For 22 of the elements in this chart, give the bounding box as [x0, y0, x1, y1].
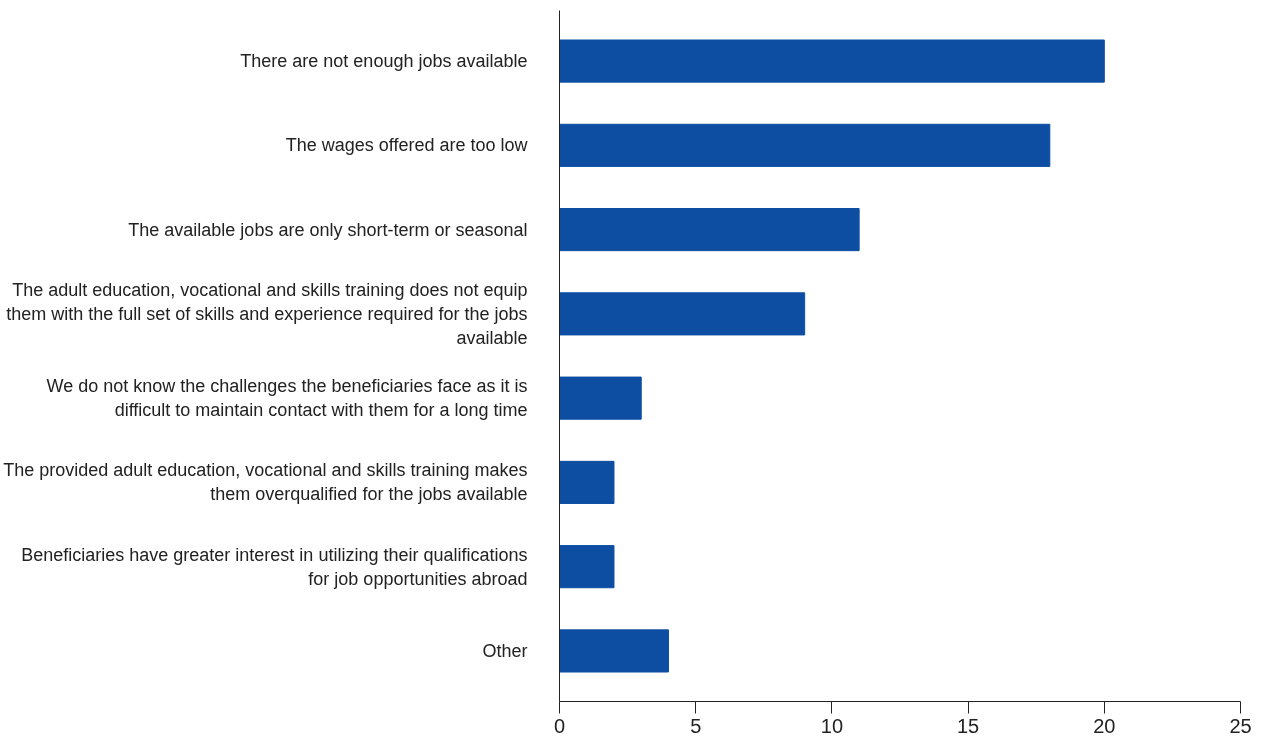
x-tick-label: 25 — [1229, 714, 1252, 737]
bar — [559, 629, 669, 673]
x-tick-label: 0 — [553, 714, 566, 737]
y-tick-label: The adult education, vocational and skills training does not equip them with the full set of skills and experience required for the jobs available — [6, 279, 528, 348]
bar — [559, 545, 615, 589]
bar — [559, 39, 1105, 83]
x-tick-label: 20 — [1093, 714, 1116, 737]
y-tick-label: We do not know the challenges the beneficiaries face as it is difficult to maintain contact with them for a long time — [46, 376, 528, 421]
x-tick-label: 15 — [956, 714, 980, 737]
bar — [559, 208, 860, 252]
x-tick-label: 5 — [690, 714, 702, 737]
x-tick-label: 10 — [820, 714, 844, 737]
y-tick-label: Other — [482, 640, 528, 661]
bar — [559, 460, 615, 504]
y-tick-label: The provided adult education, vocational and skills training makes them overqualified for the jobs available — [3, 460, 528, 505]
y-tick-label: There are not enough jobs available — [240, 51, 528, 72]
bar — [559, 292, 806, 336]
bar — [559, 123, 1051, 167]
y-tick-label: The wages offered are too low — [285, 135, 529, 156]
y-tick-label: Beneficiaries have greater interest in utilizing their qualifications for job opportunities abroad — [21, 544, 528, 589]
bar — [559, 376, 642, 420]
y-tick-label: The available jobs are only short-term or seasonal — [128, 219, 528, 240]
